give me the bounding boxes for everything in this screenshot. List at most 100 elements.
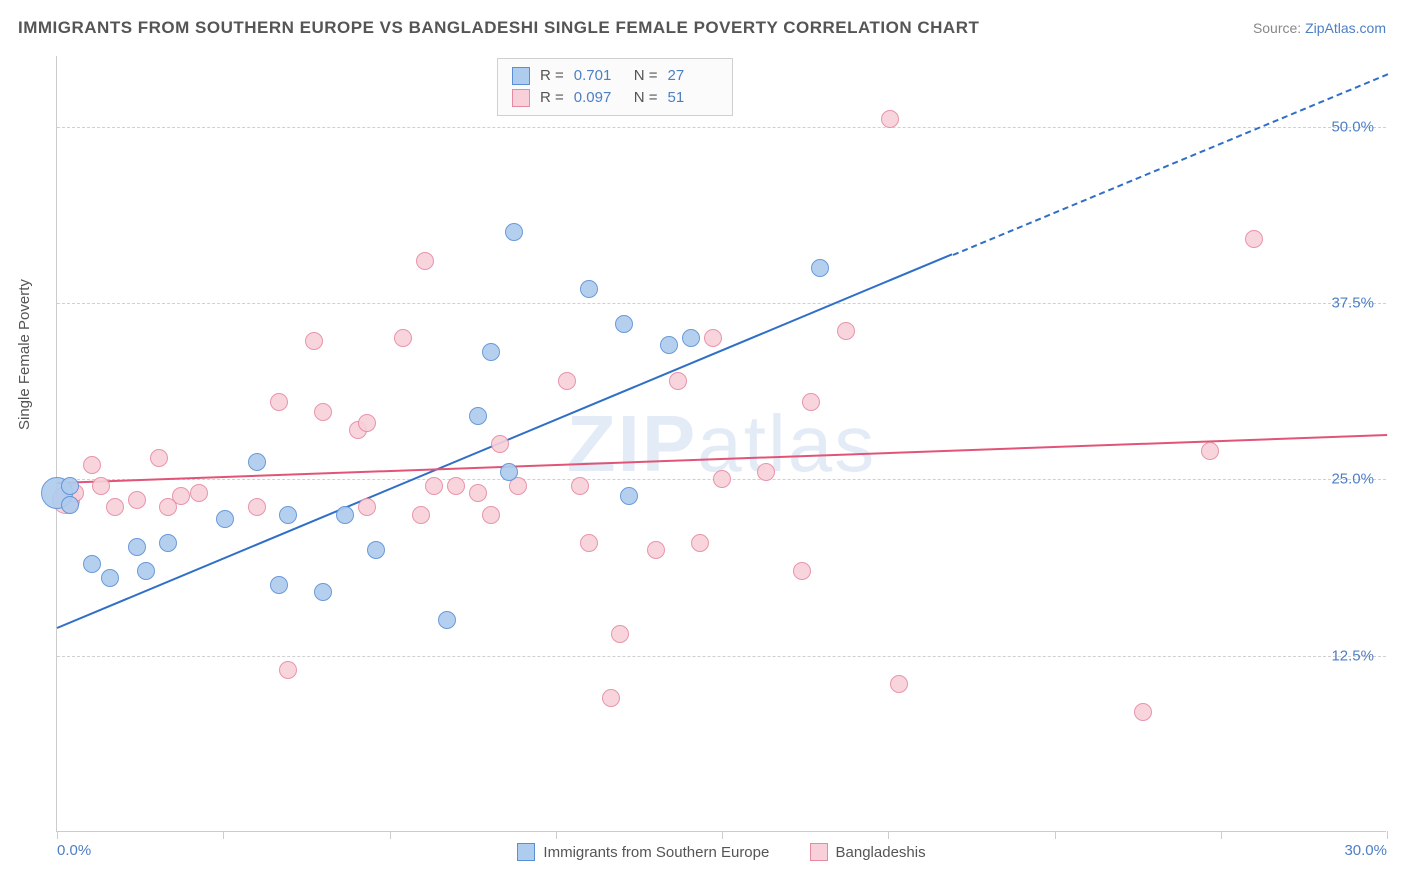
data-point [438,611,456,629]
data-point [270,393,288,411]
source-link[interactable]: ZipAtlas.com [1305,20,1386,36]
data-point [270,576,288,594]
data-point [647,541,665,559]
trend-line [952,73,1387,255]
x-tick-label: 0.0% [57,842,91,859]
data-point [216,510,234,528]
data-point [83,555,101,573]
data-point [482,506,500,524]
x-tick [223,831,224,839]
data-point [620,487,638,505]
data-point [314,403,332,421]
data-point [305,332,323,350]
data-point [150,449,168,467]
x-tick [1387,831,1388,839]
data-point [106,498,124,516]
data-point [190,484,208,502]
legend-row-series-0: R = 0.701 N = 27 [512,65,718,87]
data-point [248,453,266,471]
n-label: N = [634,87,658,109]
x-tick [722,831,723,839]
gridline [57,127,1386,128]
data-point [757,463,775,481]
y-tick-label: 12.5% [1331,647,1374,664]
legend-item-series-0: Immigrants from Southern Europe [517,843,769,861]
gridline [57,303,1386,304]
data-point [505,223,523,241]
data-point [580,534,598,552]
y-tick-label: 37.5% [1331,294,1374,311]
swatch-series-1 [512,89,530,107]
data-point [837,322,855,340]
r-value-1: 0.097 [574,87,624,109]
legend-item-series-1: Bangladeshis [810,843,926,861]
data-point [61,477,79,495]
x-tick [888,831,889,839]
data-point [558,372,576,390]
data-point [580,280,598,298]
data-point [802,393,820,411]
data-point [482,343,500,361]
data-point [811,259,829,277]
data-point [279,661,297,679]
data-point [469,407,487,425]
swatch-series-0-icon [517,843,535,861]
data-point [1134,703,1152,721]
legend-label-0: Immigrants from Southern Europe [543,844,769,861]
y-tick-label: 25.0% [1331,471,1374,488]
data-point [890,675,908,693]
data-point [611,625,629,643]
x-tick [1221,831,1222,839]
data-point [416,252,434,270]
data-point [358,414,376,432]
x-tick [1055,831,1056,839]
data-point [669,372,687,390]
x-tick [57,831,58,839]
data-point [159,534,177,552]
n-value-0: 27 [668,65,718,87]
x-tick-label: 30.0% [1344,842,1387,859]
data-point [279,506,297,524]
data-point [412,506,430,524]
source-attribution: Source: ZipAtlas.com [1253,20,1386,36]
data-point [83,456,101,474]
data-point [248,498,266,516]
data-point [128,538,146,556]
data-point [61,496,79,514]
source-label: Source: [1253,20,1301,36]
data-point [92,477,110,495]
data-point [682,329,700,347]
n-label: N = [634,65,658,87]
data-point [367,541,385,559]
data-point [447,477,465,495]
data-point [336,506,354,524]
data-point [704,329,722,347]
data-point [1245,230,1263,248]
data-point [881,110,899,128]
correlation-legend: R = 0.701 N = 27 R = 0.097 N = 51 [497,58,733,116]
y-axis-label: Single Female Poverty [16,279,33,430]
data-point [793,562,811,580]
legend-label-1: Bangladeshis [836,844,926,861]
data-point [660,336,678,354]
data-point [394,329,412,347]
data-point [172,487,190,505]
data-point [314,583,332,601]
r-value-0: 0.701 [574,65,624,87]
swatch-series-1-icon [810,843,828,861]
n-value-1: 51 [668,87,718,109]
gridline [57,656,1386,657]
x-tick [390,831,391,839]
data-point [491,435,509,453]
data-point [713,470,731,488]
data-point [500,463,518,481]
data-point [469,484,487,502]
data-point [128,491,146,509]
data-point [101,569,119,587]
plot-area: ZIPatlas R = 0.701 N = 27 R = 0.097 N = … [56,56,1386,832]
data-point [615,315,633,333]
x-tick [556,831,557,839]
swatch-series-0 [512,67,530,85]
series-legend: Immigrants from Southern Europe Banglade… [57,843,1386,865]
data-point [571,477,589,495]
